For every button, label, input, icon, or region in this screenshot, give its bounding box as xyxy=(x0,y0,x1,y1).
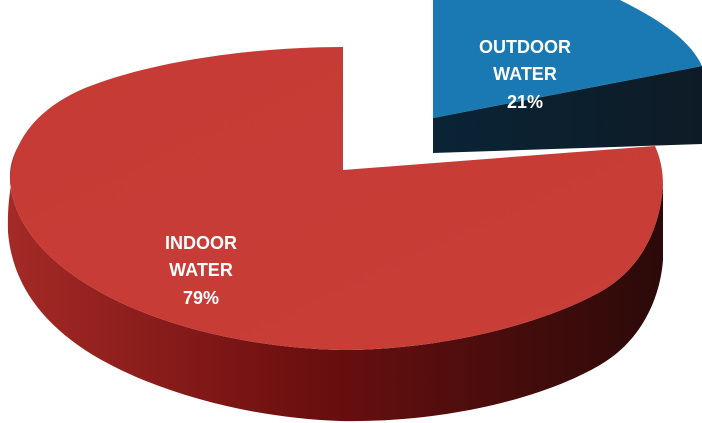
label-outdoor-line2: WATER xyxy=(493,64,557,84)
label-indoor-line2: WATER xyxy=(169,260,233,280)
label-outdoor-line1: OUTDOOR xyxy=(479,37,571,57)
label-outdoor-percent: 21% xyxy=(507,92,543,112)
slice-outdoor xyxy=(433,0,702,118)
label-indoor-percent: 79% xyxy=(183,288,219,308)
slice-outdoor-side xyxy=(433,66,702,153)
label-indoor-line1: INDOOR xyxy=(165,233,237,253)
slice-indoor-side xyxy=(7,131,663,422)
slice-indoor xyxy=(10,47,663,350)
